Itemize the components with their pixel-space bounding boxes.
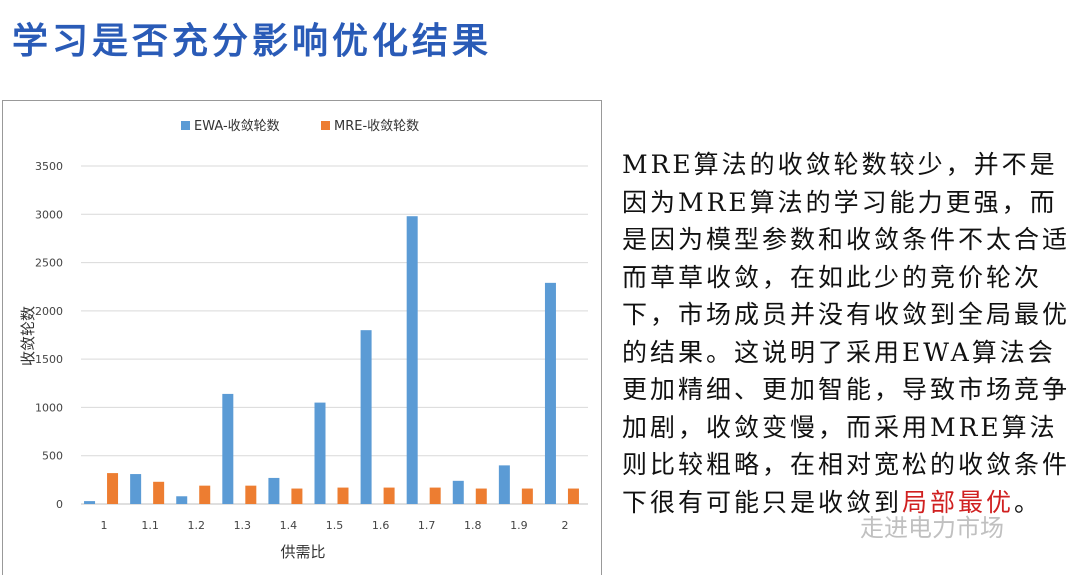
x-tick-label: 1.9 (510, 519, 528, 532)
bar-ewa (84, 501, 96, 504)
bar-mre (153, 481, 165, 504)
bar-chart: 0 500 1000 1500 2000 2500 3000 3500 1 1.1 1.2 1.3 1.… (19, 118, 588, 561)
bar-mre (245, 485, 257, 504)
bar-mre (567, 488, 579, 504)
x-axis-label: 供需比 (280, 543, 325, 561)
bar-mre (521, 488, 533, 504)
legend-swatch (181, 121, 190, 130)
bar-mre (429, 487, 441, 504)
bar-ewa (452, 480, 464, 504)
bar-ewa (544, 282, 556, 504)
x-tick-label: 1.3 (234, 519, 252, 532)
y-tick-label: 500 (42, 450, 63, 463)
bar-mre (107, 473, 119, 504)
y-tick-label: 1000 (35, 401, 63, 414)
y-tick-label: 3000 (35, 208, 63, 221)
x-tick-label: 1.8 (464, 519, 482, 532)
y-tick-label: 0 (56, 498, 63, 511)
y-tick-label: 2500 (35, 257, 63, 270)
slide-title: 学习是否充分影响优化结果 (12, 20, 493, 62)
bar-ewa (222, 393, 234, 504)
bar-ewa (130, 474, 142, 504)
bar-ewa (176, 496, 188, 504)
chart-container: 0 500 1000 1500 2000 2500 3000 3500 1 1.1 1.2 1.3 1.… (2, 100, 602, 575)
x-tick-label: 1.4 (280, 519, 298, 532)
bar-ewa (360, 330, 372, 504)
x-tick-label: 1 (101, 519, 108, 532)
x-tick-label: 2 (561, 519, 568, 532)
x-tick-label: 1.6 (372, 519, 390, 532)
x-tick-label: 1.1 (141, 519, 159, 532)
bar-mre (199, 485, 211, 504)
watermark: 走进电力市场 (860, 514, 1004, 542)
y-tick-label: 3500 (35, 160, 63, 173)
bar-mre (475, 488, 487, 504)
explanation-highlight: 局部最优 (902, 487, 1015, 517)
y-axis-label: 收敛轮数 (19, 306, 37, 366)
legend-label: EWA-收敛轮数 (194, 118, 280, 134)
y-tick-label: 1500 (35, 353, 63, 366)
explanation-text: MRE算法的收敛轮数较少，并不是因为MRE算法的学习能力更强，而是因为模型参数和… (622, 146, 1072, 521)
legend-swatch (321, 121, 330, 130)
bar-ewa (314, 402, 326, 504)
x-tick-label: 1.5 (326, 519, 344, 532)
x-tick-label: 1.2 (187, 519, 205, 532)
bar-mre (383, 487, 395, 504)
bar-mre (291, 488, 303, 504)
bar-ewa (498, 465, 510, 504)
explanation-end: 。 (1014, 487, 1043, 517)
x-tick-label: 1.7 (418, 519, 436, 532)
y-tick-label: 2000 (35, 305, 63, 318)
bar-mre (337, 487, 349, 504)
bar-ewa (406, 216, 418, 504)
legend-label: MRE-收敛轮数 (334, 118, 419, 134)
explanation-body: MRE算法的收敛轮数较少，并不是因为MRE算法的学习能力更强，而是因为模型参数和… (622, 150, 1071, 517)
bar-ewa (268, 477, 280, 504)
